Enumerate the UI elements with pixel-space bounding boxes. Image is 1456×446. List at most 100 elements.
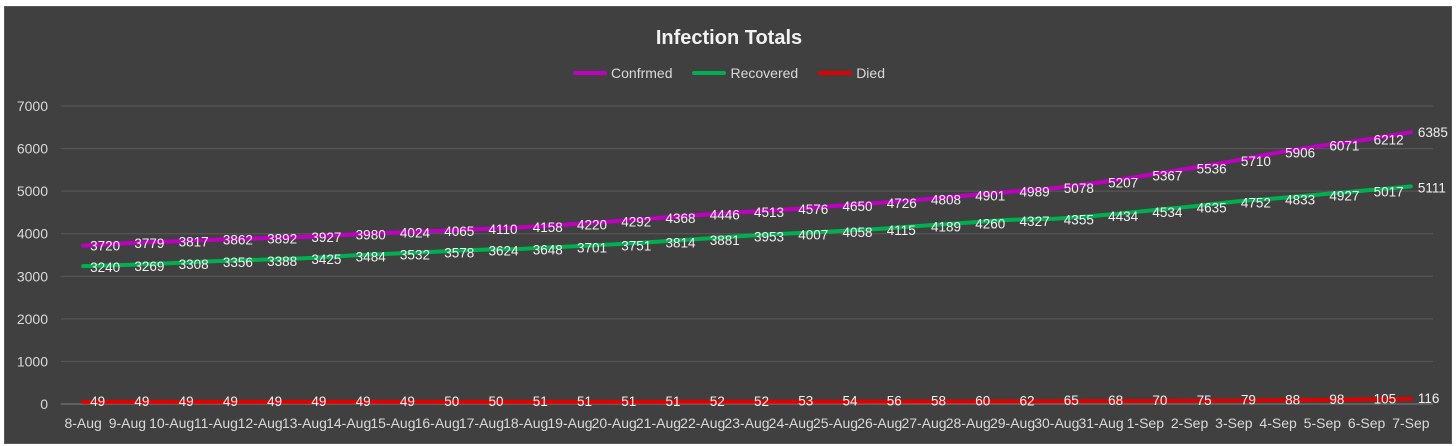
data-label-died: 51 — [577, 394, 592, 409]
legend-item-confirmed[interactable]: Confrmed — [573, 65, 672, 81]
chart-area[interactable]: Infection Totals Confrmed Recovered Died… — [4, 6, 1452, 444]
x-tick-label: 21-Aug — [636, 415, 681, 431]
data-label-confrmed: 4513 — [754, 205, 784, 220]
x-tick-label: 29-Aug — [990, 415, 1035, 431]
data-label-recovered: 5111 — [1418, 180, 1446, 195]
data-label-died: 70 — [1152, 393, 1167, 408]
legend-item-recovered[interactable]: Recovered — [692, 65, 798, 81]
data-label-recovered: 4115 — [887, 223, 916, 238]
data-label-recovered: 3881 — [710, 233, 740, 248]
data-label-confrmed: 4901 — [975, 188, 1005, 203]
y-tick-label: 0 — [40, 396, 48, 412]
data-label-died: 50 — [444, 394, 459, 409]
data-label-confrmed: 6385 — [1418, 125, 1448, 140]
data-label-died: 56 — [887, 394, 902, 409]
data-label-recovered: 3578 — [444, 246, 474, 261]
data-label-recovered: 3953 — [754, 230, 784, 245]
data-label-confrmed: 6071 — [1329, 139, 1359, 154]
data-label-died: 52 — [710, 394, 725, 409]
data-label-recovered: 3484 — [356, 250, 387, 265]
data-label-recovered: 3269 — [134, 259, 164, 274]
data-label-died: 79 — [1241, 393, 1256, 408]
legend[interactable]: Confrmed Recovered Died — [5, 65, 1453, 81]
data-label-died: 49 — [356, 394, 371, 409]
y-tick-label: 4000 — [17, 226, 48, 242]
data-label-confrmed: 5906 — [1285, 146, 1315, 161]
data-label-died: 54 — [843, 394, 859, 409]
data-label-recovered: 4189 — [931, 220, 961, 235]
data-label-recovered: 4327 — [1020, 214, 1050, 229]
data-label-confrmed: 4576 — [798, 202, 828, 217]
data-label-recovered: 4355 — [1064, 213, 1094, 228]
data-label-died: 49 — [179, 394, 194, 409]
data-label-died: 75 — [1197, 393, 1212, 408]
data-label-died: 60 — [975, 393, 990, 408]
data-label-died: 49 — [134, 394, 149, 409]
data-label-recovered: 5017 — [1374, 184, 1404, 199]
series-line-died — [81, 397, 1413, 404]
data-label-confrmed: 3980 — [356, 228, 386, 243]
x-tick-label: 19-Aug — [547, 415, 592, 431]
x-tick-label: 30-Aug — [1034, 415, 1079, 431]
data-label-confrmed: 3892 — [267, 231, 297, 246]
x-tick-label: 27-Aug — [901, 415, 946, 431]
legend-swatch-confirmed — [573, 71, 608, 75]
legend-label-recovered: Recovered — [730, 65, 799, 81]
data-label-confrmed: 3779 — [134, 236, 164, 251]
data-label-confrmed: 5078 — [1064, 181, 1094, 196]
data-label-recovered: 4534 — [1152, 205, 1183, 220]
y-tick-label: 7000 — [17, 98, 48, 114]
data-label-died: 98 — [1329, 392, 1344, 407]
data-label-died: 52 — [754, 394, 769, 409]
data-label-recovered: 3240 — [90, 260, 120, 275]
x-tick-label: 26-Aug — [857, 415, 902, 431]
series-line-confrmed — [81, 130, 1413, 248]
data-label-recovered: 3356 — [223, 255, 253, 270]
data-label-confrmed: 3817 — [179, 235, 209, 250]
chart-title: Infection Totals — [655, 27, 803, 49]
x-tick-label: 15-Aug — [370, 415, 415, 431]
data-label-died: 58 — [931, 394, 946, 409]
x-tick-label: 25-Aug — [813, 415, 858, 431]
data-label-recovered: 4833 — [1285, 192, 1315, 207]
data-label-recovered: 4752 — [1241, 196, 1271, 211]
data-label-confrmed: 4065 — [444, 224, 474, 239]
x-tick-label: 11-Aug — [194, 415, 238, 431]
legend-swatch-recovered — [692, 71, 727, 75]
legend-label-confirmed: Confrmed — [611, 65, 673, 81]
data-label-died: 51 — [621, 394, 636, 409]
data-label-recovered: 3388 — [267, 254, 297, 269]
data-label-recovered: 3751 — [621, 238, 651, 253]
data-label-confrmed: 5536 — [1197, 161, 1227, 176]
data-label-confrmed: 4368 — [665, 211, 695, 226]
data-label-confrmed: 4292 — [621, 214, 651, 229]
series-line-recovered — [81, 184, 1413, 269]
data-label-died: 62 — [1020, 393, 1035, 408]
data-label-died: 49 — [400, 394, 415, 409]
data-label-confrmed: 5207 — [1108, 175, 1138, 190]
legend-label-died: Died — [856, 65, 885, 81]
y-tick-label: 1000 — [17, 353, 48, 369]
x-tick-label: 6-Sep — [1348, 415, 1386, 431]
x-tick-label: 20-Aug — [592, 415, 637, 431]
data-label-confrmed: 4650 — [843, 199, 873, 214]
x-tick-label: 12-Aug — [238, 415, 283, 431]
data-label-died: 116 — [1418, 391, 1440, 406]
x-tick-label: 3-Sep — [1215, 415, 1253, 431]
data-label-recovered: 4434 — [1108, 209, 1139, 224]
data-label-recovered: 4007 — [798, 227, 828, 242]
data-label-died: 105 — [1374, 392, 1397, 407]
data-label-confrmed: 6212 — [1374, 133, 1404, 148]
x-tick-label: 4-Sep — [1259, 415, 1297, 431]
data-label-recovered: 4635 — [1197, 201, 1227, 216]
legend-item-died[interactable]: Died — [818, 65, 885, 81]
data-label-died: 65 — [1064, 393, 1079, 408]
data-label-confrmed: 3927 — [311, 230, 341, 245]
data-label-died: 49 — [90, 394, 105, 409]
data-label-died: 50 — [488, 394, 503, 409]
data-label-confrmed: 4446 — [710, 208, 740, 223]
x-tick-label: 14-Aug — [326, 415, 371, 431]
x-tick-label: 9-Aug — [109, 415, 146, 431]
x-tick-label: 5-Sep — [1304, 415, 1342, 431]
